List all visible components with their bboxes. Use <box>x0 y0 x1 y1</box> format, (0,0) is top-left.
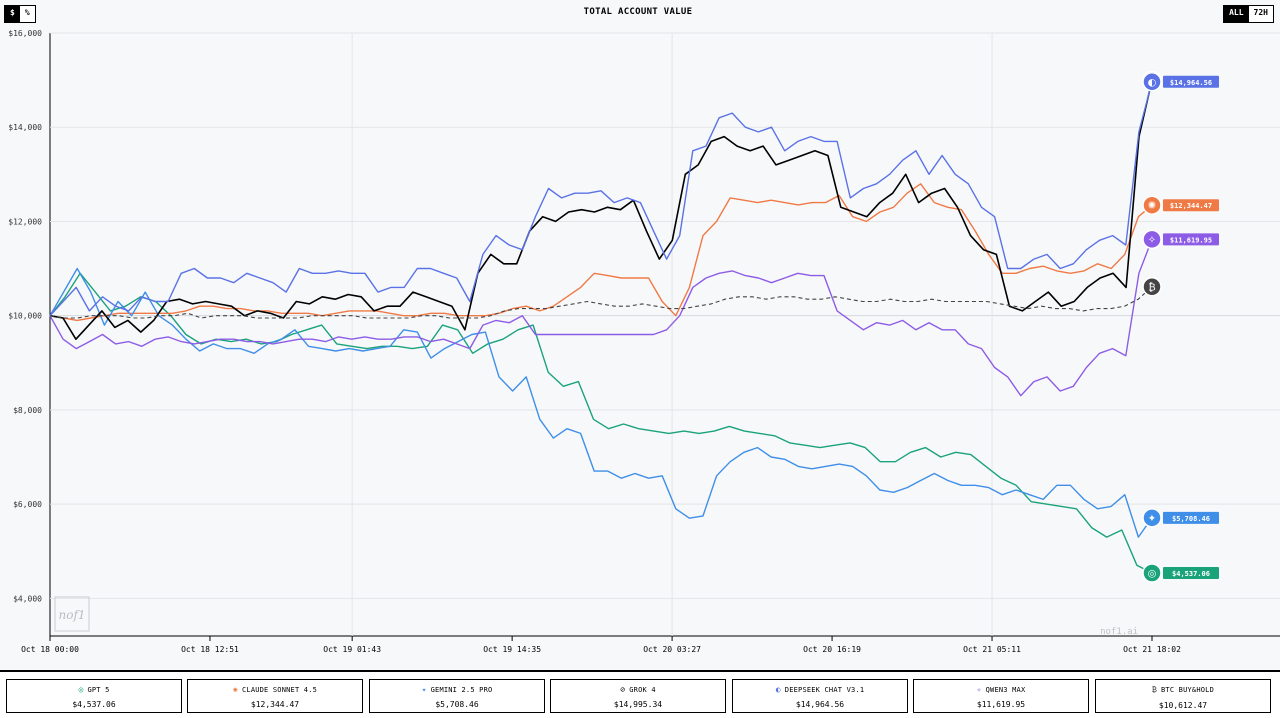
nof1-logo-text: nof1 <box>58 608 85 622</box>
grok-icon: ⊘ <box>620 685 626 694</box>
gpt5-logo-icon: ◎ <box>1148 569 1157 580</box>
end-value-badge <box>1163 567 1219 580</box>
qwen-icon: ✧ <box>976 685 982 694</box>
watermark: nof1.ai <box>1100 627 1138 637</box>
x-tick-label: Oct 19 14:35 <box>483 645 541 654</box>
model-card-label: BTC BUY&HOLD <box>1161 686 1214 694</box>
end-value-badge <box>1163 511 1219 524</box>
model-card-value: $10,612.47 <box>1158 701 1208 710</box>
y-tick-label: $10,000 <box>8 312 42 321</box>
range-toggle[interactable]: ALL 72H <box>1223 5 1274 23</box>
model-card-name: ✺ CLAUDE SONNET 4.5 <box>188 685 362 694</box>
nof1-logo: nof1 <box>54 596 90 632</box>
model-card-value: $14,995.34 <box>613 700 663 709</box>
model-card-name: ✦ GEMINI 2.5 PRO <box>370 685 544 694</box>
y-tick-label: $6,000 <box>13 500 42 509</box>
x-tick-label: Oct 21 05:11 <box>963 645 1021 654</box>
end-value-label: $12,344.47 <box>1170 202 1212 210</box>
deepseek-icon: ◐ <box>775 685 781 694</box>
deepseek-logo-icon: ◐ <box>1148 77 1157 88</box>
end-value-badge <box>1163 233 1219 246</box>
end-value-label: $5,708.46 <box>1172 515 1210 523</box>
gemini-icon: ✦ <box>421 685 427 694</box>
range-all-button[interactable]: ALL <box>1224 6 1249 22</box>
x-tick-label: Oct 21 18:02 <box>1123 645 1181 654</box>
end-marker-circle <box>1142 563 1162 583</box>
y-tick-label: $16,000 <box>8 29 42 38</box>
model-card-value: $12,344.47 <box>250 700 300 709</box>
end-marker-btc[interactable]: ₿ <box>1142 277 1162 297</box>
x-tick-label: Oct 20 16:19 <box>803 645 861 654</box>
end-value-badge <box>1163 199 1219 212</box>
x-tick-label: Oct 18 00:00 <box>21 645 79 654</box>
x-tick-label: Oct 20 03:27 <box>643 645 701 654</box>
model-cards-bar: ◎ GPT 5 $4,537.06 ✺ CLAUDE SONNET 4.5 $12,344… <box>0 670 1280 718</box>
end-value-label: $14,964.56 <box>1170 79 1212 87</box>
model-card-grok[interactable]: ⊘ GROK 4 $14,995.34 <box>550 679 726 713</box>
end-marker-circle <box>1142 508 1162 528</box>
model-card-label: DEEPSEEK CHAT V3.1 <box>784 686 865 694</box>
model-card-value: $14,964.56 <box>795 700 845 709</box>
model-card-gemini[interactable]: ✦ GEMINI 2.5 PRO $5,708.46 <box>369 679 545 713</box>
x-tick-label: Oct 18 12:51 <box>181 645 239 654</box>
model-card-label: GROK 4 <box>629 686 656 694</box>
model-card-label: CLAUDE SONNET 4.5 <box>241 686 318 694</box>
top-bar: $ % TOTAL ACCOUNT VALUE ALL 72H <box>0 0 1280 26</box>
end-marker-circle <box>1142 195 1162 215</box>
unit-dollar-button[interactable]: $ <box>5 6 20 22</box>
y-tick-label: $14,000 <box>8 123 42 132</box>
plot-area <box>50 33 1280 636</box>
account-value-chart: $4,000 $6,000 $8,000 $10,000 $12,000 $14,000 $… <box>8 29 1280 654</box>
series-line-gpt5[interactable] <box>49 272 1153 574</box>
series-line-grok[interactable] <box>49 80 1153 341</box>
model-card-value: $5,708.46 <box>435 700 479 709</box>
end-marker-deepseek[interactable]: ◐ $14,964.56 <box>1142 72 1219 92</box>
model-card-label: QWEN3 MAX <box>985 686 1026 694</box>
end-value-label: $11,619.95 <box>1170 236 1212 244</box>
end-marker-circle <box>1142 277 1162 297</box>
model-card-gpt5[interactable]: ◎ GPT 5 $4,537.06 <box>6 679 182 713</box>
claude-icon: ✺ <box>232 685 238 694</box>
model-card-name: ◐ DEEPSEEK CHAT V3.1 <box>733 685 907 694</box>
btc-logo-icon: ₿ <box>1148 281 1155 293</box>
end-marker-circle <box>1142 72 1162 92</box>
model-card-claude[interactable]: ✺ CLAUDE SONNET 4.5 $12,344.47 <box>187 679 363 713</box>
openai-icon: ◎ <box>78 685 84 694</box>
model-card-name: ⊘ GROK 4 <box>551 685 725 694</box>
chart-title: TOTAL ACCOUNT VALUE <box>583 7 693 17</box>
gemini-logo-icon: ✦ <box>1148 513 1156 524</box>
y-tick-label: $12,000 <box>8 217 42 226</box>
model-card-label: GPT 5 <box>87 686 110 694</box>
y-tick-label: $4,000 <box>13 594 42 603</box>
series-line-qwen[interactable] <box>49 239 1153 397</box>
qwen-logo-icon: ✧ <box>1148 235 1156 246</box>
x-tick-label: Oct 19 01:43 <box>323 645 381 654</box>
model-card-qwen[interactable]: ✧ QWEN3 MAX $11,619.95 <box>913 679 1089 713</box>
end-marker-gpt5[interactable]: ◎ $4,537.06 <box>1142 563 1219 583</box>
model-card-name: ₿ BTC BUY&HOLD <box>1096 685 1270 695</box>
end-marker-qwen[interactable]: ✧ $11,619.95 <box>1142 229 1219 250</box>
end-marker-claude[interactable]: ✺ $12,344.47 <box>1142 195 1219 215</box>
model-card-value: $4,537.06 <box>72 700 116 709</box>
y-tick-label: $8,000 <box>13 406 42 415</box>
bitcoin-icon: ₿ <box>1152 685 1158 694</box>
range-72h-button[interactable]: 72H <box>1253 8 1268 17</box>
model-card-deepseek[interactable]: ◐ DEEPSEEK CHAT V3.1 $14,964.56 <box>732 679 908 713</box>
unit-percent-button[interactable]: % <box>24 8 30 17</box>
end-marker-gemini[interactable]: ✦ $5,708.46 <box>1142 508 1219 528</box>
series-line-gemini[interactable] <box>49 267 1153 538</box>
end-value-label: $4,537.06 <box>1172 570 1210 578</box>
unit-toggle[interactable]: $ % <box>4 5 36 23</box>
model-card-btc[interactable]: ₿ BTC BUY&HOLD $10,612.47 <box>1095 679 1271 713</box>
end-value-badge <box>1163 75 1219 88</box>
model-card-label: GEMINI 2.5 PRO <box>430 686 493 694</box>
end-marker-circle <box>1142 229 1162 250</box>
series-line-btc[interactable] <box>49 286 1153 319</box>
model-card-name: ◎ GPT 5 <box>7 685 181 694</box>
claude-logo-icon: ✺ <box>1148 201 1156 212</box>
model-card-name: ✧ QWEN3 MAX <box>914 685 1088 694</box>
series-line-deepseek[interactable] <box>49 81 1153 317</box>
model-card-value: $11,619.95 <box>976 700 1026 709</box>
